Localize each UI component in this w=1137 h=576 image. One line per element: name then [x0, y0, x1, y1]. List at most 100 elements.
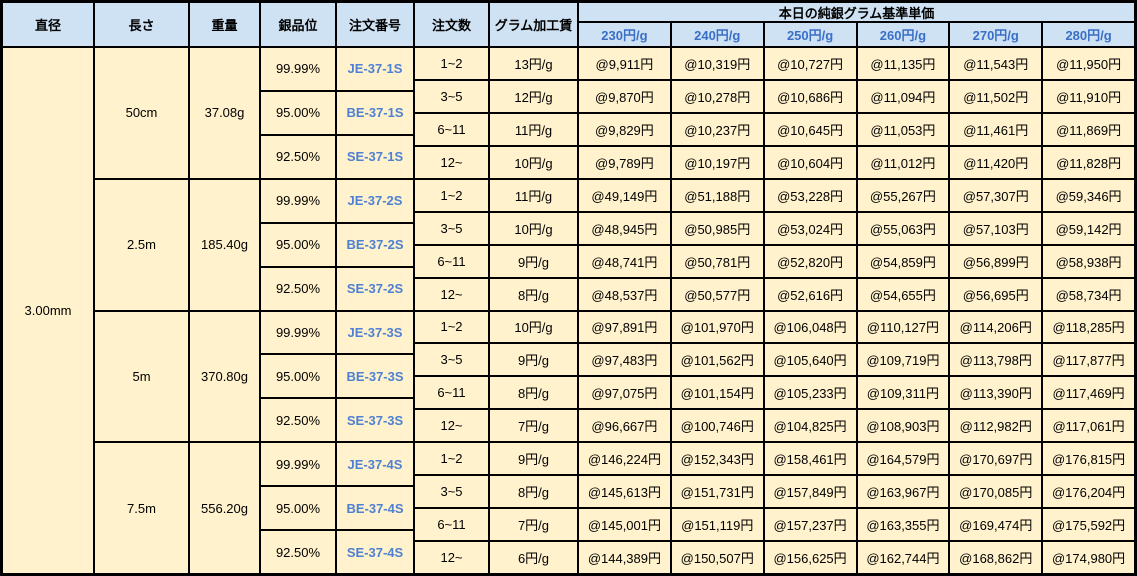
price-cell: @10,237円	[671, 113, 763, 145]
weight-cell: 37.08g	[190, 48, 259, 178]
price-cell: @11,012円	[857, 146, 949, 178]
qty-cell: 3~5	[415, 212, 488, 244]
price-cell: @101,562円	[671, 344, 763, 376]
price-cell: @106,048円	[764, 311, 856, 343]
price-cell: @110,127円	[857, 311, 949, 343]
price-cell: @9,870円	[579, 80, 670, 112]
price-cell: @113,798円	[950, 344, 1042, 376]
price-cell: @168,862円	[950, 542, 1042, 573]
price-cell: @11,950円	[1043, 48, 1134, 79]
length-cell: 50cm	[95, 48, 188, 178]
fee-cell: 10円/g	[490, 311, 577, 343]
fee-cell: 12円/g	[490, 80, 577, 112]
fee-cell: 7円/g	[490, 410, 577, 442]
length-cell: 2.5m	[95, 179, 188, 310]
weight-cell: 370.80g	[190, 311, 259, 442]
order-code-cell: BE-37-2S	[337, 223, 413, 266]
fee-cell: 8円/g	[490, 377, 577, 409]
col-header-order-no: 注文番号	[337, 3, 413, 46]
qty-cell: 1~2	[415, 179, 488, 211]
price-col-header-250: 250円/g	[764, 23, 856, 46]
col-header-purity: 銀品位	[261, 3, 335, 46]
price-cell: @164,579円	[857, 443, 949, 475]
order-code-cell: BE-37-4S	[337, 487, 413, 530]
price-cell: @51,188円	[671, 179, 763, 211]
qty-cell: 12~	[415, 278, 488, 310]
price-cell: @59,142円	[1043, 212, 1134, 244]
fee-cell: 8円/g	[490, 476, 577, 508]
price-cell: @109,311円	[857, 377, 949, 409]
qty-cell: 12~	[415, 146, 488, 178]
fee-cell: 11円/g	[490, 179, 577, 211]
weight-cell: 556.20g	[190, 443, 259, 573]
price-cell: @56,899円	[950, 245, 1042, 277]
qty-cell: 6~11	[415, 377, 488, 409]
price-cell: @50,985円	[671, 212, 763, 244]
order-code-cell: SE-37-3S	[337, 399, 413, 442]
order-code-cell: SE-37-1S	[337, 135, 413, 178]
price-cell: @9,911円	[579, 48, 670, 79]
qty-cell: 6~11	[415, 113, 488, 145]
purity-cell: 95.00%	[261, 487, 335, 530]
purity-cell: 99.99%	[261, 311, 335, 354]
price-cell: @11,094円	[857, 80, 949, 112]
order-code-cell: BE-37-1S	[337, 91, 413, 134]
fee-cell: 8円/g	[490, 278, 577, 310]
price-col-header-240: 240円/g	[671, 23, 763, 46]
price-cell: @105,640円	[764, 344, 856, 376]
qty-cell: 6~11	[415, 509, 488, 541]
purity-cell: 99.99%	[261, 179, 335, 222]
purity-cell: 95.00%	[261, 91, 335, 134]
price-cell: @53,228円	[764, 179, 856, 211]
price-cell: @114,206円	[950, 311, 1042, 343]
price-cell: @58,938円	[1043, 245, 1134, 277]
qty-cell: 3~5	[415, 476, 488, 508]
purity-cell: 92.50%	[261, 135, 335, 178]
price-cell: @169,474円	[950, 509, 1042, 541]
price-cell: @108,903円	[857, 410, 949, 442]
price-cell: @54,859円	[857, 245, 949, 277]
price-cell: @170,085円	[950, 476, 1042, 508]
price-cell: @151,731円	[671, 476, 763, 508]
price-group-header: 本日の純銀グラム基準単価	[579, 3, 1134, 21]
col-header-order-qty: 注文数	[415, 3, 488, 46]
order-code-cell: SE-37-2S	[337, 267, 413, 310]
price-cell: @97,483円	[579, 344, 670, 376]
price-cell: @176,815円	[1043, 443, 1134, 475]
price-col-header-280: 280円/g	[1043, 23, 1134, 46]
price-cell: @57,103円	[950, 212, 1042, 244]
price-cell: @10,604円	[764, 146, 856, 178]
price-cell: @52,616円	[764, 278, 856, 310]
price-cell: @100,746円	[671, 410, 763, 442]
price-cell: @175,592円	[1043, 509, 1134, 541]
weight-cell: 185.40g	[190, 179, 259, 310]
order-code-cell: JE-37-3S	[337, 311, 413, 354]
price-cell: @49,149円	[579, 179, 670, 211]
fee-cell: 10円/g	[490, 212, 577, 244]
price-cell: @59,346円	[1043, 179, 1134, 211]
fee-cell: 6円/g	[490, 542, 577, 573]
price-cell: @53,024円	[764, 212, 856, 244]
fee-cell: 11円/g	[490, 113, 577, 145]
length-cell: 7.5m	[95, 443, 188, 573]
price-cell: @145,001円	[579, 509, 670, 541]
order-code-cell: JE-37-1S	[337, 48, 413, 90]
qty-cell: 12~	[415, 542, 488, 573]
price-cell: @48,537円	[579, 278, 670, 310]
price-cell: @163,967円	[857, 476, 949, 508]
price-cell: @112,982円	[950, 410, 1042, 442]
qty-cell: 3~5	[415, 80, 488, 112]
col-header-fee: グラム加工賃	[490, 3, 577, 46]
price-cell: @174,980円	[1043, 542, 1134, 573]
purity-cell: 99.99%	[261, 48, 335, 90]
purity-cell: 92.50%	[261, 267, 335, 310]
price-cell: @48,945円	[579, 212, 670, 244]
price-cell: @55,063円	[857, 212, 949, 244]
price-cell: @156,625円	[764, 542, 856, 573]
price-cell: @96,667円	[579, 410, 670, 442]
fee-cell: 9円/g	[490, 443, 577, 475]
price-cell: @50,781円	[671, 245, 763, 277]
price-cell: @101,970円	[671, 311, 763, 343]
price-cell: @11,135円	[857, 48, 949, 79]
price-cell: @10,278円	[671, 80, 763, 112]
